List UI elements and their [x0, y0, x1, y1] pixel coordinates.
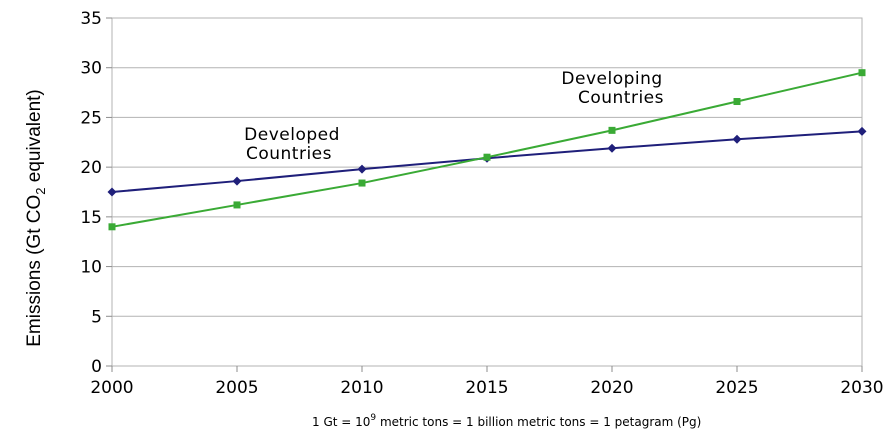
y-tick-label: 0 [91, 357, 102, 377]
y-tick-label: 5 [91, 307, 102, 327]
developing-data-point [108, 223, 116, 231]
y-tick-label: 10 [80, 258, 102, 278]
developed-data-point [732, 134, 742, 144]
x-tick-label: 2010 [340, 378, 383, 398]
developed-data-point [107, 187, 117, 197]
y-tick-label: 15 [80, 208, 102, 228]
developing-data-point [483, 153, 491, 161]
unit-footnote: 1 Gt = 109 metric tons = 1 billion metri… [312, 413, 701, 429]
y-tick-label: 25 [80, 108, 102, 128]
developing-data-point [733, 98, 741, 106]
series-layer [107, 69, 867, 231]
y-tick-label: 20 [80, 158, 102, 178]
developed-data-point [232, 176, 242, 186]
developing-series-line [111, 71, 863, 228]
developed-data-point [857, 126, 867, 136]
developed-data-point [607, 143, 617, 153]
x-tick-label: 2030 [840, 378, 883, 398]
x-tick-label: 2005 [215, 378, 258, 398]
developing-series-label: Developing Countries [561, 69, 668, 108]
y-axis-label: Emissions (Gt CO2 equivalent) [24, 89, 48, 347]
x-tick-label: 2015 [465, 378, 508, 398]
x-axis-ticks: 2000 2005 2010 2015 2020 2025 2030 [90, 366, 884, 398]
y-axis-ticks: 0 5 10 15 20 25 30 35 [80, 9, 112, 377]
developing-data-point [858, 69, 866, 77]
x-tick-label: 2020 [590, 378, 633, 398]
developed-series-label: Developed Countries [244, 125, 346, 164]
plot-frame [111, 17, 863, 367]
x-tick-label: 2025 [715, 378, 758, 398]
y-tick-label: 35 [80, 9, 102, 29]
developing-data-point [233, 201, 241, 209]
developing-data-point [358, 179, 366, 187]
x-tick-label: 2000 [90, 378, 133, 398]
gridlines [111, 17, 863, 367]
y-tick-label: 30 [80, 59, 102, 79]
developing-data-point [608, 126, 616, 134]
developed-data-point [357, 164, 367, 174]
